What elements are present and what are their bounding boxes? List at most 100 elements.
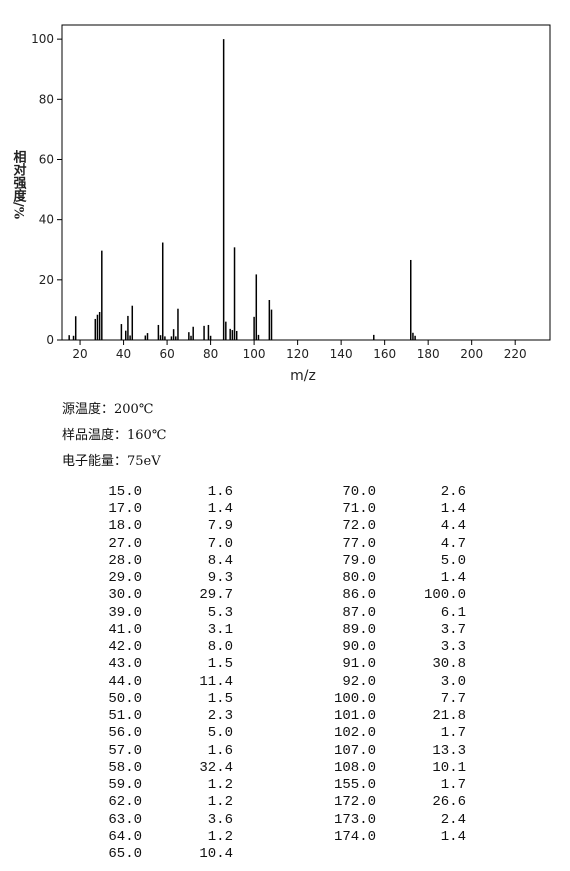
mz: 91.0 xyxy=(342,656,376,673)
mz: 41.0 xyxy=(108,621,142,638)
condition: 源温度：200℃ xyxy=(62,402,154,417)
x-tick-label: 160 xyxy=(373,347,396,361)
mz: 62.0 xyxy=(108,794,142,811)
mz: 65.0 xyxy=(108,846,142,863)
mz: 28.0 xyxy=(108,552,142,569)
intensity: 1.2 xyxy=(207,828,233,845)
intensity: 4.7 xyxy=(440,535,466,552)
chart: m/z 相对强度/% 0 20 40 60 80 100 20 40 60 80 100 120 140… xyxy=(11,24,551,384)
mz: 80.0 xyxy=(342,570,376,587)
y-tick-label: 60 xyxy=(39,152,54,166)
x-tick-label: 100 xyxy=(243,347,266,361)
intensity: 10.1 xyxy=(432,759,466,776)
mz: 70.0 xyxy=(342,484,376,500)
intensity: 1.5 xyxy=(207,690,233,707)
mz: 30.0 xyxy=(108,587,142,604)
condition: 电子能量：75eV xyxy=(62,454,161,469)
y-axis-label: 相对强度/% xyxy=(11,149,27,219)
intensity: 21.8 xyxy=(432,708,466,725)
intensity: 5.0 xyxy=(207,725,233,742)
intensity: 1.2 xyxy=(207,777,233,794)
mz: 86.0 xyxy=(342,587,376,604)
mz: 56.0 xyxy=(108,725,142,742)
intensity: 1.2 xyxy=(207,794,233,811)
x-tick-label: 220 xyxy=(504,347,527,361)
mz: 42.0 xyxy=(108,639,142,656)
mz: 101.0 xyxy=(333,708,376,725)
mz: 72.0 xyxy=(342,518,376,535)
mz: 100.0 xyxy=(333,690,376,707)
intensity: 29.7 xyxy=(199,587,233,604)
mz: 29.0 xyxy=(108,570,142,587)
intensity: 3.0 xyxy=(440,673,466,690)
intensity: 1.6 xyxy=(207,484,233,500)
mz: 87.0 xyxy=(342,604,376,621)
mz: 18.0 xyxy=(108,518,142,535)
intensity: 6.1 xyxy=(440,604,466,621)
mz: 71.0 xyxy=(342,501,376,518)
intensity: 2.4 xyxy=(440,811,466,828)
mz: 107.0 xyxy=(333,742,376,759)
condition: 样品温度：160℃ xyxy=(62,428,167,443)
intensity: 5.0 xyxy=(440,552,466,569)
mz: 89.0 xyxy=(342,621,376,638)
intensity: 100.0 xyxy=(423,587,466,604)
intensity: 32.4 xyxy=(199,759,233,776)
intensity: 7.0 xyxy=(207,535,233,552)
mz: 64.0 xyxy=(108,828,142,845)
mz: 63.0 xyxy=(108,811,142,828)
intensity: 1.4 xyxy=(440,501,466,518)
mz: 50.0 xyxy=(108,690,142,707)
mz: 27.0 xyxy=(108,535,142,552)
intensity: 1.7 xyxy=(440,725,466,742)
plot-frame xyxy=(61,24,551,341)
intensity: 1.4 xyxy=(207,501,233,518)
intensity: 8.4 xyxy=(207,552,233,569)
y-tick-label: 20 xyxy=(39,273,54,287)
mz: 15.0 xyxy=(108,484,142,500)
intensity: 7.9 xyxy=(207,518,233,535)
x-tick-label: 60 xyxy=(159,347,174,361)
x-axis-label: m/z xyxy=(290,368,316,384)
mz: 44.0 xyxy=(108,673,142,690)
x-tick-label: 120 xyxy=(286,347,309,361)
intensity: 3.1 xyxy=(207,621,233,638)
x-tick-label: 80 xyxy=(203,347,218,361)
intensity: 30.8 xyxy=(432,656,466,673)
mz: 102.0 xyxy=(333,725,376,742)
mz: 58.0 xyxy=(108,759,142,776)
intensity: 11.4 xyxy=(199,673,233,690)
mz: 57.0 xyxy=(108,742,142,759)
intensity: 3.3 xyxy=(440,639,466,656)
x-tick-label: 40 xyxy=(116,347,131,361)
mz: 43.0 xyxy=(108,656,142,673)
intensity: 3.7 xyxy=(440,621,466,638)
intensity: 4.4 xyxy=(440,518,466,535)
y-tick-label: 100 xyxy=(31,32,54,46)
x-tick-label: 200 xyxy=(460,347,483,361)
intensity: 3.6 xyxy=(207,811,233,828)
intensity: 1.4 xyxy=(440,828,466,845)
y-tick-label: 80 xyxy=(39,92,54,106)
mz: 108.0 xyxy=(333,759,376,776)
intensity: 7.7 xyxy=(440,690,466,707)
x-tick-label: 20 xyxy=(72,347,87,361)
mz: 77.0 xyxy=(342,535,376,552)
mz: 155.0 xyxy=(333,777,376,794)
mz: 51.0 xyxy=(108,708,142,725)
x-tick-label: 180 xyxy=(417,347,440,361)
intensity: 8.0 xyxy=(207,639,233,656)
intensity: 9.3 xyxy=(207,570,233,587)
intensity: 13.3 xyxy=(432,742,466,759)
intensity: 1.6 xyxy=(207,742,233,759)
mz: 17.0 xyxy=(108,501,142,518)
intensity: 10.4 xyxy=(199,846,233,863)
mz: 39.0 xyxy=(108,604,142,621)
mz: 90.0 xyxy=(342,639,376,656)
intensity: 26.6 xyxy=(432,794,466,811)
intensity: 1.5 xyxy=(207,656,233,673)
mz: 174.0 xyxy=(333,828,376,845)
intensity: 2.6 xyxy=(440,484,466,500)
mz: 59.0 xyxy=(108,777,142,794)
